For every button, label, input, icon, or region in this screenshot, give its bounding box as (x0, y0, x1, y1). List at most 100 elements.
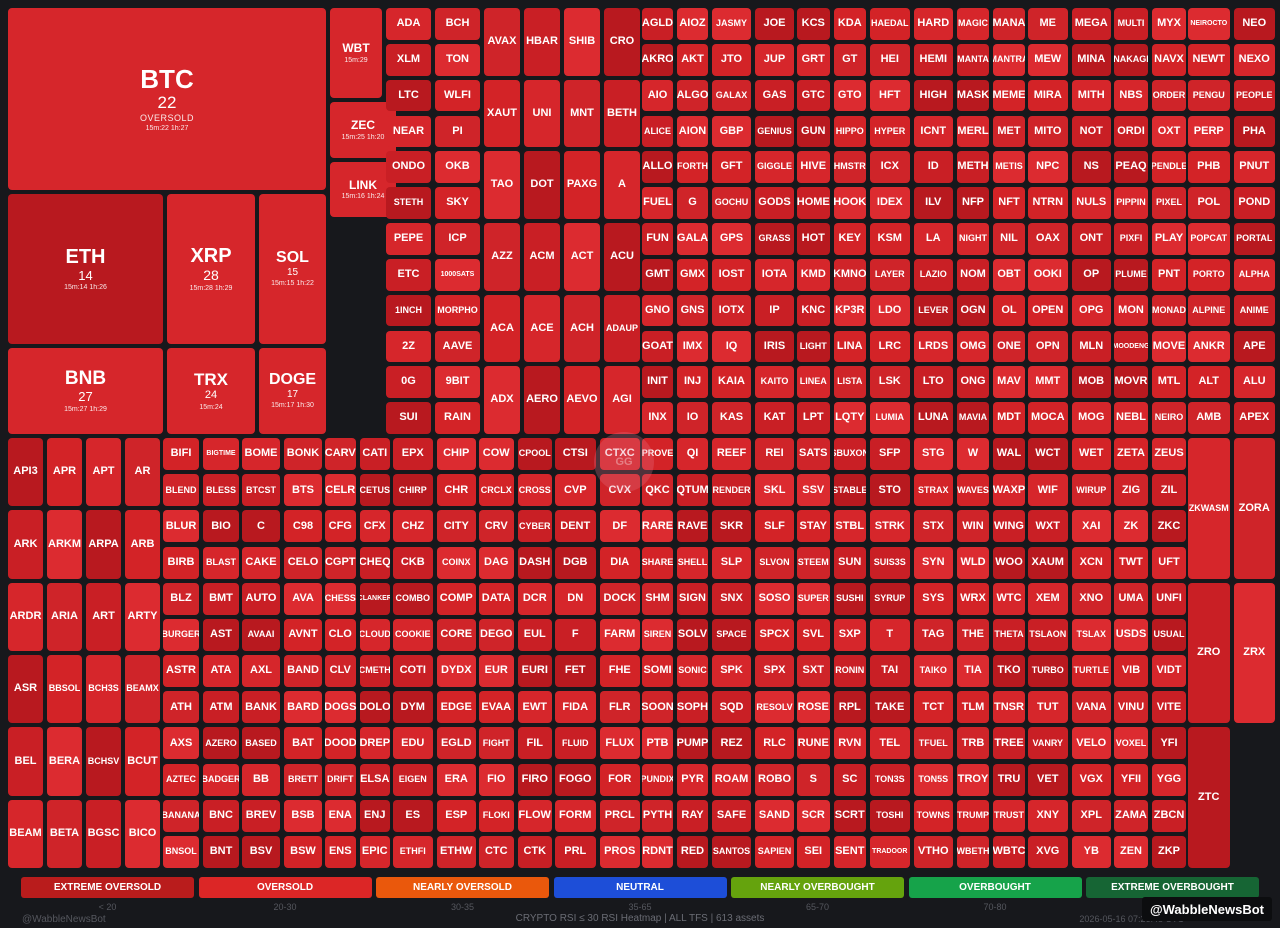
tile-eth[interactable]: ETH 14 15m:14 1h:26 (8, 194, 163, 344)
tile-amb[interactable]: AMB (1188, 402, 1230, 434)
tile-meth[interactable]: METH (957, 151, 989, 184)
tile-ntrn[interactable]: NTRN (1028, 187, 1068, 219)
tile-sxp[interactable]: SXP (833, 618, 866, 651)
tile-la[interactable]: LA (913, 223, 953, 255)
tile-newt[interactable]: NEWT (1188, 43, 1230, 76)
tile-carv[interactable]: CARV (325, 438, 356, 471)
tile-met[interactable]: MET (993, 115, 1025, 148)
tile-c[interactable]: C (242, 510, 280, 543)
tile-xai[interactable]: XAI (1071, 510, 1111, 543)
tile-t[interactable]: T (870, 618, 910, 651)
tile-hot[interactable]: HOT (797, 223, 830, 255)
tile-grt[interactable]: GRT (797, 43, 830, 76)
tile-hemi[interactable]: HEMI (913, 43, 953, 76)
tile-sapien[interactable]: SAPIEN (755, 835, 794, 868)
tile-tko[interactable]: TKO (993, 655, 1025, 688)
tile-bts[interactable]: BTS (284, 474, 322, 507)
tile-usds[interactable]: USDS (1114, 618, 1148, 651)
tile-lumia[interactable]: LUMIA (870, 402, 910, 434)
tile-zkp[interactable]: ZKP (1152, 835, 1186, 868)
tile-alpine[interactable]: ALPINE (1188, 294, 1230, 327)
tile-yfi[interactable]: YFI (1152, 727, 1186, 760)
tile-adaup[interactable]: ADAUP (604, 294, 640, 363)
tile-hbar[interactable]: HBAR (524, 8, 560, 76)
tile-unfi[interactable]: UNFI (1152, 582, 1186, 615)
tile-ava[interactable]: AVA (284, 582, 322, 615)
tile-waxp[interactable]: WAXP (993, 474, 1025, 507)
tile-myx[interactable]: MYX (1152, 8, 1186, 40)
tile-vite[interactable]: VITE (1152, 691, 1186, 724)
tile-pixel[interactable]: PIXEL (1152, 187, 1186, 219)
tile-edge[interactable]: EDGE (436, 691, 476, 724)
tile-sun[interactable]: SUN (833, 546, 866, 579)
tile-okb[interactable]: OKB (435, 151, 480, 184)
tile-qi[interactable]: QI (677, 438, 708, 471)
tile-anime[interactable]: ANIME (1233, 294, 1275, 327)
tile-phb[interactable]: PHB (1188, 151, 1230, 184)
tile-gas[interactable]: GAS (755, 79, 794, 112)
tile-mob[interactable]: MOB (1071, 366, 1111, 399)
tile-tut[interactable]: TUT (1028, 691, 1068, 724)
tile-magic[interactable]: MAGIC (957, 8, 989, 40)
tile-luna[interactable]: LUNA (913, 402, 953, 434)
tile-lpt[interactable]: LPT (797, 402, 830, 434)
tile-paxg[interactable]: PAXG (564, 151, 600, 219)
tile-steem[interactable]: STEEM (797, 546, 830, 579)
tile-kcs[interactable]: KCS (797, 8, 830, 40)
tile-gun[interactable]: GUN (797, 115, 830, 148)
tile-bnsol[interactable]: BNSOL (163, 835, 199, 868)
tile-waves[interactable]: WAVES (957, 474, 989, 507)
tile-move[interactable]: MOVE (1152, 330, 1186, 363)
tile-pyr[interactable]: PYR (677, 763, 708, 796)
tile-opn[interactable]: OPN (1028, 330, 1068, 363)
tile-shell[interactable]: SHELL (677, 546, 708, 579)
tile-ssv[interactable]: SSV (797, 474, 830, 507)
tile-galax[interactable]: GALAX (712, 79, 751, 112)
tile-movr[interactable]: MOVR (1114, 366, 1148, 399)
tile-idex[interactable]: IDEX (870, 187, 910, 219)
tile-aztec[interactable]: AZTEC (163, 763, 199, 796)
tile-bchsv[interactable]: BCHSV (86, 727, 121, 796)
tile-dogs[interactable]: DOGS (325, 691, 356, 724)
tile-xaut[interactable]: XAUT (484, 79, 520, 148)
tile-ctsi[interactable]: CTSI (555, 438, 596, 471)
tile-robo[interactable]: ROBO (755, 763, 794, 796)
tile-vidt[interactable]: VIDT (1152, 655, 1186, 688)
tile-lrc[interactable]: LRC (870, 330, 910, 363)
tile-key[interactable]: KEY (833, 223, 866, 255)
tile-towns[interactable]: TOWNS (913, 799, 953, 832)
tile-sc[interactable]: SC (833, 763, 866, 796)
tile-s[interactable]: S (797, 763, 830, 796)
tile-sonic[interactable]: SONIC (677, 655, 708, 688)
tile-zrx[interactable]: ZRX (1233, 582, 1275, 724)
tile-pha[interactable]: PHA (1233, 115, 1275, 148)
tile-9bit[interactable]: 9BIT (435, 366, 480, 399)
tile-multi[interactable]: MULTI (1114, 8, 1148, 40)
tile-edu[interactable]: EDU (393, 727, 433, 760)
tile-pundix[interactable]: PUNDIX (642, 763, 673, 796)
tile-iris[interactable]: IRIS (755, 330, 794, 363)
tile-pendle[interactable]: PENDLE (1152, 151, 1186, 184)
tile-jto[interactable]: JTO (712, 43, 751, 76)
tile-neirocto[interactable]: NEIROCTO (1188, 8, 1230, 40)
tile-red[interactable]: RED (677, 835, 708, 868)
tile-ton5s[interactable]: TON5S (913, 763, 953, 796)
tile-f[interactable]: F (555, 618, 596, 651)
tile-shib[interactable]: SHIB (564, 8, 600, 76)
tile-cookie[interactable]: COOKIE (393, 618, 433, 651)
tile-g[interactable]: G (677, 187, 708, 219)
tile-order[interactable]: ORDER (1152, 79, 1186, 112)
tile-near[interactable]: NEAR (386, 115, 431, 148)
tile-auto[interactable]: AUTO (242, 582, 280, 615)
tile-dym[interactable]: DYM (393, 691, 433, 724)
tile-mavia[interactable]: MAVIA (957, 402, 989, 434)
tile-azero[interactable]: AZERO (203, 727, 239, 760)
tile-strk[interactable]: STRK (870, 510, 910, 543)
tile-cloud[interactable]: CLOUD (359, 618, 390, 651)
tile-toshi[interactable]: TOSHI (870, 799, 910, 832)
tile-alpha[interactable]: ALPHA (1233, 258, 1275, 291)
tile-wrx[interactable]: WRX (957, 582, 989, 615)
tile-ooki[interactable]: OOKI (1028, 258, 1068, 291)
tile-apt[interactable]: APT (86, 438, 121, 507)
tile-bcut[interactable]: BCUT (125, 727, 160, 796)
